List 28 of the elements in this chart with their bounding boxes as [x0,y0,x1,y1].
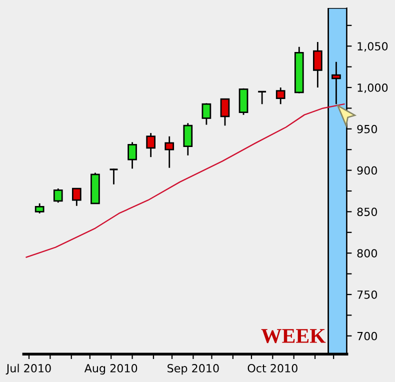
y-tick-label: 950 [357,124,377,134]
x-tick-label: Oct 2010 [248,364,298,372]
candlestick [276,86,286,105]
x-tick-label: Jul 2010 [6,364,51,375]
y-tick-label: 1,050 [358,42,388,52]
candlestick [313,41,322,88]
y-tick-label: 850 [357,208,377,216]
candlestick [128,141,137,170]
candlestick [238,88,248,116]
y-tick-label: 900 [357,166,377,175]
candlestick [183,122,193,156]
x-tick-label: Aug 2010 [84,364,138,375]
candlestick [34,202,44,214]
candlestick [53,188,63,204]
candlestick [257,90,267,105]
candlestick [108,168,119,186]
y-tick-label: 1,000 [358,83,388,94]
candlestick [164,136,174,169]
annotation: WEEK [261,329,326,344]
y-tick-label: 750 [357,290,377,299]
candlestick [202,102,212,126]
candlestick [72,188,82,207]
candlestick [220,98,230,126]
candlestick [146,132,156,158]
candlestick [332,61,341,105]
y-tick-label: 800 [357,249,377,258]
y-tick-label: 700 [357,332,377,340]
x-tick-label: Sep 2010 [168,364,219,375]
